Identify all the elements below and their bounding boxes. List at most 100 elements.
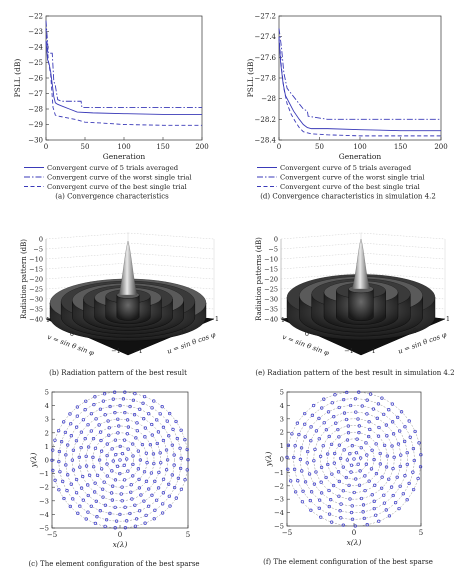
array-element (368, 392, 373, 396)
array-element (313, 447, 317, 452)
array-element (131, 454, 135, 458)
ring-outline (347, 452, 361, 466)
array-element (161, 425, 166, 429)
array-element (357, 390, 361, 394)
array-element (336, 427, 340, 432)
y-tick-label: 2 (45, 429, 49, 437)
panel-f: −5 0 5 5 4 3 2 1 0 −1 −2 −3 −4 −5 x(λ) y(λ) (f) The elem… (237, 380, 474, 579)
array-element (419, 453, 423, 457)
ring-outline (99, 439, 141, 481)
u-tick-label: 0 (413, 327, 417, 335)
x-axis-label: x(λ) (347, 538, 362, 547)
array-element (374, 471, 379, 476)
array-element (289, 479, 293, 483)
array-element (312, 482, 317, 486)
y-tick-label: 3 (45, 416, 49, 424)
array-element (133, 524, 138, 528)
panel-b: 0 −5 −10 −15 −20 −25 −30 −35 −40 Radiation patter… (0, 225, 237, 380)
array-element (375, 416, 379, 420)
y-axis-label: y(λ) (264, 452, 273, 468)
array-element (179, 487, 184, 491)
array-element (303, 435, 307, 439)
array-element (411, 487, 416, 492)
array-element (86, 483, 90, 487)
array-element (350, 444, 354, 448)
array-element (326, 462, 330, 467)
array-element (114, 519, 119, 523)
array-element (139, 493, 143, 497)
back-grid (45, 242, 129, 250)
array-element (152, 461, 156, 466)
array-element (89, 504, 93, 508)
array-element (105, 462, 109, 466)
array-element (330, 401, 334, 405)
element-configuration-c: −5 0 5 5 4 3 2 1 0 −1 −2 −3 −4 −5 x(λ) y(λ) (c) The elem… (28, 389, 199, 569)
main-lobe (118, 240, 138, 296)
z-tick-label: −20 (29, 275, 43, 283)
array-element (74, 425, 79, 429)
z-tick-label: −15 (264, 265, 278, 273)
array-element (141, 401, 145, 405)
array-element (113, 505, 117, 510)
z-tick-label: −5 (268, 245, 278, 253)
array-element (58, 470, 62, 474)
array-element (360, 404, 364, 408)
array-element (159, 461, 163, 465)
y-axis-label: PSLL (dB) (13, 59, 22, 98)
array-element (350, 504, 354, 508)
array-element (359, 446, 363, 450)
series-line-1 (45, 40, 202, 115)
array-element (178, 466, 183, 471)
element-configuration-f: −5 0 5 5 4 3 2 1 0 −1 −2 −3 −4 −5 x(λ) y(λ) (f) The elem… (263, 389, 433, 567)
x-tick-label: 0 (277, 143, 281, 151)
x-tick-label: 5 (419, 529, 423, 537)
array-element (349, 403, 353, 408)
array-element (342, 448, 346, 452)
array-element (152, 517, 156, 521)
back-grid (127, 272, 215, 280)
array-element (83, 437, 87, 441)
array-element (363, 488, 367, 493)
array-element (84, 464, 89, 468)
y-tick-label: −5 (274, 523, 284, 531)
array-element (161, 491, 166, 495)
array-element (97, 423, 101, 427)
array-element (346, 424, 350, 428)
y-tick-label: −2 (274, 482, 284, 490)
array-element (398, 464, 402, 469)
array-element (350, 517, 355, 521)
series-line-3 (278, 36, 441, 137)
array-element (389, 485, 394, 489)
array-element (105, 453, 109, 458)
array-element (285, 455, 289, 459)
z-tick-label: 0 (39, 235, 43, 243)
array-element (128, 511, 132, 516)
array-element (75, 405, 80, 409)
array-element (412, 458, 416, 463)
array-element (78, 504, 82, 508)
array-element (292, 467, 297, 471)
v-tick-label: 0 (305, 330, 309, 338)
array-element (125, 457, 129, 461)
back-grid (45, 272, 129, 280)
array-element (339, 516, 343, 520)
array-element (71, 468, 76, 472)
x-tick-label: 150 (156, 143, 169, 151)
array-element (337, 494, 341, 498)
array-element (105, 474, 109, 478)
panel-c: −5 0 5 5 4 3 2 1 0 −1 −2 −3 −4 −5 x(λ) y(λ) (c) The elem… (0, 380, 237, 579)
array-element (357, 483, 362, 487)
array-element (329, 498, 333, 502)
array-element (171, 427, 175, 432)
z-tick-label: −30 (29, 295, 43, 303)
array-element (365, 412, 369, 416)
array-element (107, 433, 111, 437)
array-element (143, 435, 147, 439)
array-element (168, 411, 172, 416)
array-element (91, 455, 95, 459)
array-element (407, 481, 411, 486)
array-element (71, 497, 75, 501)
array-element (344, 475, 348, 480)
legend-entry: Convergent curve of the worst single tri… (280, 174, 425, 182)
array-element (122, 438, 127, 442)
